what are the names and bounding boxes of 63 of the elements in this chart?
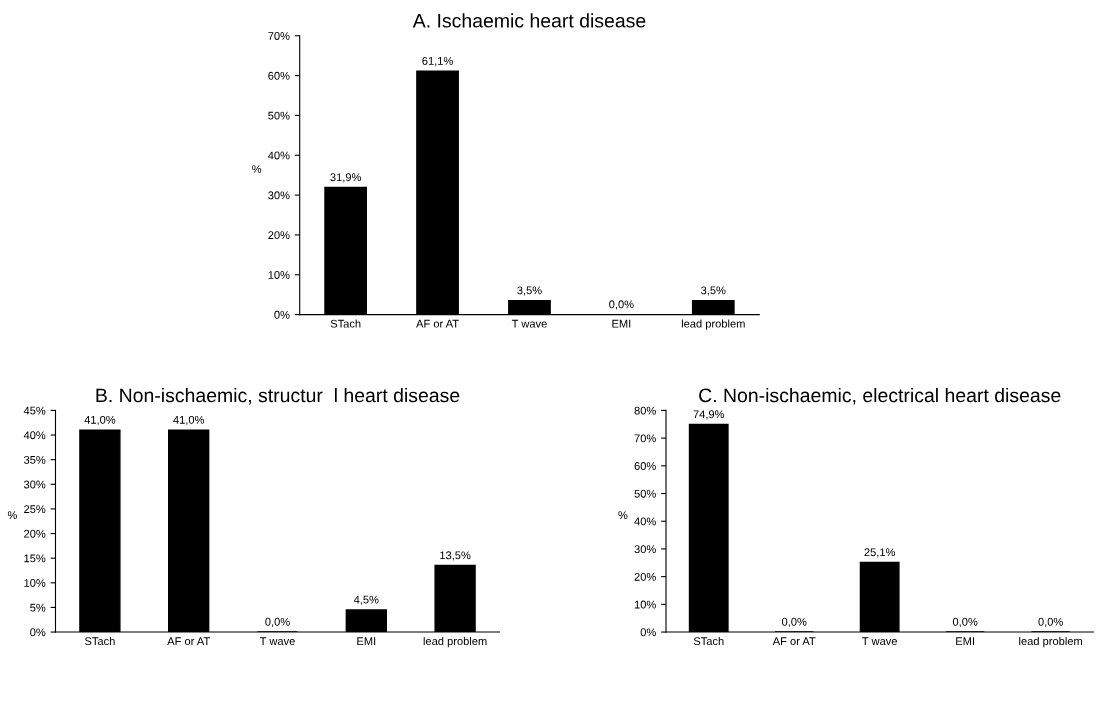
y-tick-label: 35%: [23, 455, 46, 464]
data-label: 4,5%: [353, 595, 379, 605]
y-tick-label: 40%: [634, 517, 656, 526]
data-label: 0,0%: [265, 617, 290, 628]
y-tick-label: 20%: [24, 529, 46, 538]
data-label: 0,0%: [609, 300, 634, 310]
x-tick-label: lead problem: [1019, 636, 1082, 648]
y-tick-label: 10%: [24, 579, 46, 587]
x-tick-label: STach: [84, 636, 115, 646]
y-tick-label: 30%: [634, 545, 656, 554]
y-tick-label: 30%: [23, 480, 46, 489]
data-label: 41,0%: [173, 415, 205, 426]
x-tick-label: EMI: [612, 319, 631, 328]
x-tick-label: STach: [330, 319, 361, 328]
data-label: 3,5%: [701, 286, 726, 296]
data-label: 0,0%: [1038, 617, 1063, 628]
y-axis-title: %: [618, 511, 628, 519]
y-axis-title: %: [252, 165, 262, 173]
y-tick-label: 40%: [268, 151, 290, 160]
y-tick-label: 5%: [30, 603, 46, 612]
data-label: 25,1%: [864, 548, 896, 558]
y-tick-label: 0%: [274, 310, 290, 319]
x-tick-label: lead problem: [681, 319, 745, 330]
data-label: 61,1%: [422, 56, 453, 67]
x-tick-label: T wave: [511, 319, 547, 328]
data-label: 41,0%: [84, 415, 116, 426]
data-label: 3,5%: [517, 286, 542, 296]
chart-title: A. Ischaemic heart disease: [412, 13, 646, 28]
data-label: 0,0%: [952, 617, 978, 628]
data-label: 0,0%: [781, 617, 807, 628]
y-tick-label: 60%: [634, 462, 656, 470]
y-tick-label: 10%: [268, 271, 290, 279]
y-tick-label: 30%: [268, 191, 290, 200]
y-tick-label: 20%: [268, 231, 290, 240]
y-tick-label: 70%: [268, 32, 290, 40]
y-tick-label: 20%: [634, 572, 656, 581]
y-axis-title: %: [7, 511, 17, 519]
y-tick-label: 60%: [268, 71, 290, 80]
y-tick-label: 45%: [23, 406, 46, 415]
chart-title: C. Non-ischaemic, electrical heart disease: [699, 387, 1061, 405]
chart-title: B. Non-ischaemic, structur l heart disease: [96, 387, 460, 405]
y-tick-label: 50%: [634, 489, 656, 498]
y-tick-label: 15%: [24, 554, 46, 563]
x-tick-label: STach: [693, 636, 724, 646]
x-tick-label: EMI: [956, 637, 974, 645]
x-tick-label: lead problem: [423, 636, 487, 648]
x-tick-label: AF or AT: [416, 319, 459, 328]
x-tick-label: T wave: [862, 637, 897, 646]
data-label: 31,9%: [330, 173, 362, 183]
x-tick-label: T wave: [259, 637, 295, 646]
y-tick-label: 25%: [24, 505, 46, 514]
y-tick-label: 0%: [640, 628, 656, 637]
y-tick-label: 80%: [634, 406, 656, 415]
y-tick-label: 0%: [30, 628, 46, 637]
y-tick-label: 40%: [23, 431, 46, 440]
data-label: 13,5%: [440, 551, 471, 561]
x-tick-label: EMI: [357, 637, 376, 645]
x-tick-label: AF or AT: [772, 637, 816, 646]
data-label: 74,9%: [693, 410, 725, 420]
y-tick-label: 10%: [634, 600, 656, 609]
y-tick-label: 50%: [268, 111, 290, 120]
x-tick-label: AF or AT: [167, 637, 210, 646]
y-tick-label: 70%: [634, 434, 656, 443]
